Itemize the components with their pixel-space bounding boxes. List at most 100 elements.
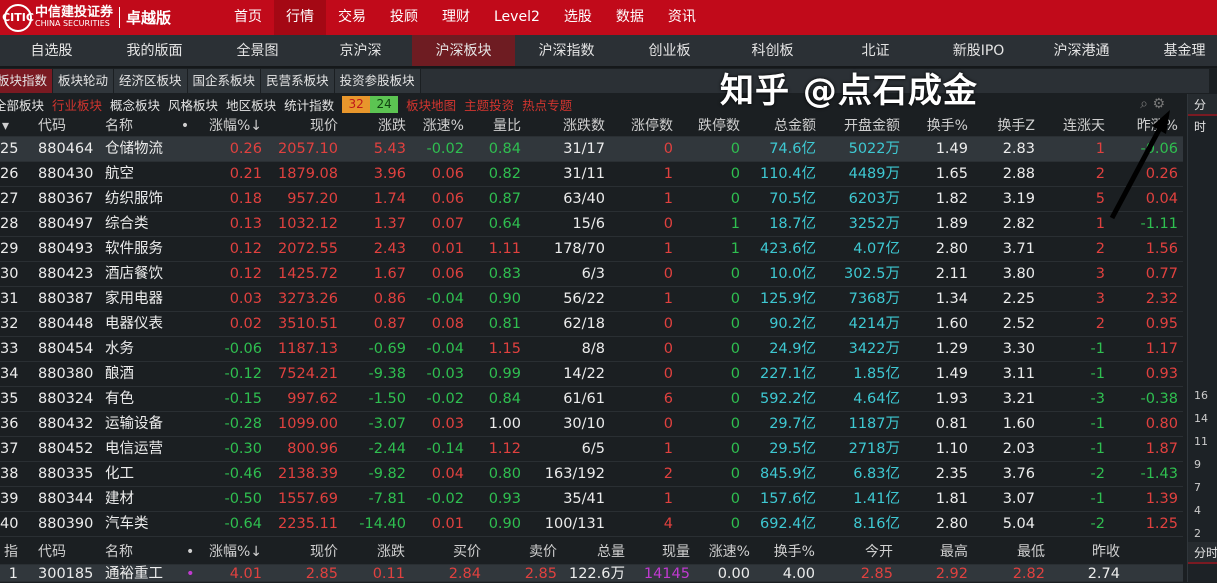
tab-market[interactable]: 我的版面 <box>126 43 183 59</box>
table-row[interactable]: 34 880380 酿酒 -0.12 7524.21 -9.38 -0.03 0.99 14/2… <box>0 362 1183 387</box>
table-row[interactable]: 35 880324 有色 -0.15 997.62 -1.50 -0.02 0.84 61/61… <box>0 387 1183 412</box>
topnav-item[interactable]: 资讯 <box>667 9 696 25</box>
tab-market[interactable]: 创业板 <box>648 43 691 59</box>
column-header[interactable]: 现量 <box>662 544 690 560</box>
table-row[interactable]: 39 880344 建材 -0.50 1557.69 -7.81 -0.02 0.93 35/4… <box>0 487 1183 512</box>
gear-icon[interactable]: ⚙ <box>1152 96 1165 112</box>
cell: 997.62 <box>287 391 338 407</box>
filter-item[interactable]: 风格板块 <box>168 98 219 113</box>
column-header[interactable]: 涨跌 <box>378 118 406 134</box>
cell: 74.6亿 <box>769 141 816 157</box>
column-header[interactable]: 现价 <box>310 118 338 134</box>
column-header[interactable]: 代码 <box>38 118 66 134</box>
column-header-sorted[interactable]: 涨幅%↓ <box>208 544 262 560</box>
search-icon[interactable]: ⌕ <box>1140 96 1148 112</box>
table-row[interactable]: 27 880367 纺织服饰 0.18 957.20 1.74 0.06 0.87 63/40 1… <box>0 187 1183 212</box>
table-row[interactable]: 25 880464 仓储物流 0.26 2057.10 5.43 -0.02 0.84 31/1… <box>0 137 1183 162</box>
cell: 1557.69 <box>278 491 338 507</box>
axis-label: 4 <box>1194 504 1201 517</box>
column-header[interactable]: 涨停数 <box>631 118 673 134</box>
sector-link[interactable]: 主题投资 <box>464 98 515 113</box>
tab-sector-type[interactable]: 民营系板块 <box>261 69 335 93</box>
tab-market[interactable]: 沪深板块 <box>412 35 515 66</box>
filter-item[interactable]: 全部板块 <box>0 98 45 113</box>
table-row[interactable]: 37 880452 电信运营 -0.30 800.96 -2.44 -0.14 1.12 6/5… <box>0 437 1183 462</box>
column-header[interactable]: 今开 <box>865 544 893 560</box>
tab-market[interactable]: 沪深港通 <box>1053 43 1110 59</box>
sort-toggle-icon[interactable]: ▾ <box>2 118 10 134</box>
column-header[interactable]: 换手Z <box>997 118 1035 134</box>
table-row[interactable]: 28 880497 综合类 0.13 1032.12 1.37 0.07 0.64 15/6 0 1… <box>0 212 1183 237</box>
topnav-item[interactable]: 选股 <box>563 9 592 25</box>
column-header[interactable]: 总金额 <box>774 118 816 134</box>
column-header[interactable]: 换手% <box>773 544 815 560</box>
topnav-item[interactable]: 首页 <box>234 9 262 25</box>
column-header[interactable]: 总量 <box>597 544 625 560</box>
tab-market[interactable]: 自选股 <box>30 43 73 59</box>
column-header[interactable]: 代码 <box>38 544 66 560</box>
table-row[interactable]: 26 880430 航空 0.21 1879.08 3.96 0.06 0.82 31/11 1 0… <box>0 162 1183 187</box>
tab-market[interactable]: 基金理 <box>1163 43 1206 59</box>
filter-item[interactable]: 统计指数 <box>284 98 335 113</box>
table-row[interactable]: 36 880432 运输设备 -0.28 1099.00 -3.07 0.03 1.00 30/… <box>0 412 1183 437</box>
tab-market[interactable]: 新股IPO <box>952 43 1005 59</box>
column-header[interactable]: 涨速% <box>422 118 464 134</box>
table-row[interactable]: 31 880387 家用电器 0.03 3273.26 0.86 -0.04 0.90 56/2… <box>0 287 1183 312</box>
column-header[interactable]: • <box>186 544 195 560</box>
column-header[interactable]: 卖价 <box>529 544 557 560</box>
topnav-item[interactable]: 数据 <box>615 9 644 25</box>
table-row[interactable]: 30 880423 酒店餐饮 0.12 1425.72 1.67 0.06 0.83 6/3 0 0… <box>0 262 1183 287</box>
cell: 酒店餐饮 <box>105 266 163 282</box>
tab-market[interactable]: 科创板 <box>751 43 794 59</box>
table-row[interactable]: 1 300185 通裕重工 • 4.01 2.85 0.11 2.84 2.85 122.6万 14… <box>0 565 1183 582</box>
cell: 2.03 <box>1002 441 1035 457</box>
column-header[interactable]: 昨涨% <box>1136 118 1178 134</box>
topnav-item[interactable]: 投顾 <box>390 9 418 25</box>
topnav-item[interactable]: 理财 <box>442 9 470 25</box>
tab-intraday-2[interactable]: 分时 <box>1188 542 1217 564</box>
topnav-item[interactable]: 行情 <box>274 0 326 35</box>
topnav-item[interactable]: 交易 <box>338 9 366 25</box>
column-header[interactable]: 名称 <box>105 118 133 134</box>
column-header[interactable]: 涨跌 <box>377 544 405 560</box>
tab-market[interactable]: 全景图 <box>236 43 279 59</box>
table-row[interactable]: 29 880493 软件服务 0.12 2072.55 2.43 0.01 1.11 178/7… <box>0 237 1183 262</box>
column-header[interactable]: 现价 <box>310 544 338 560</box>
tab-market[interactable]: 京沪深 <box>339 43 382 59</box>
tab-market[interactable]: 沪深指数 <box>538 43 595 59</box>
table-row[interactable]: 33 880454 水务 -0.06 1187.13 -0.69 -0.04 1.15 8/8 0… <box>0 337 1183 362</box>
table-row[interactable]: 40 880390 汽车类 -0.64 2235.11 -14.40 0.01 0.90 100… <box>0 512 1183 537</box>
column-header[interactable]: 名称 <box>105 544 133 560</box>
table-row[interactable]: 32 880448 电器仪表 0.02 3510.51 0.87 0.08 0.81 62/18… <box>0 312 1183 337</box>
column-header[interactable]: 开盘金额 <box>844 118 900 134</box>
column-header[interactable]: 连涨天 <box>1063 118 1105 134</box>
filter-item[interactable]: 行业板块 <box>52 98 103 113</box>
column-header[interactable]: • <box>180 118 190 134</box>
filter-item[interactable]: 概念板块 <box>110 98 161 113</box>
column-header[interactable]: 指 <box>4 544 18 560</box>
sector-link[interactable]: 板块地图 <box>406 98 457 113</box>
tab-sector-type[interactable]: 板块指数 <box>0 69 54 93</box>
sector-link[interactable]: 热点专题 <box>522 98 573 113</box>
filter-item[interactable]: 地区板块 <box>226 98 277 113</box>
column-header[interactable]: 涨跌数 <box>563 118 605 134</box>
cell: 880335 <box>38 466 94 482</box>
column-header[interactable]: 买价 <box>453 544 481 560</box>
tab-sector-type[interactable]: 板块轮动 <box>53 69 115 93</box>
column-header[interactable]: 昨收 <box>1092 544 1120 560</box>
tab-intraday[interactable]: 分时 <box>1188 94 1217 134</box>
column-header-sorted[interactable]: 涨幅%↓ <box>208 118 262 134</box>
tab-market[interactable]: 北证 <box>861 43 890 59</box>
column-header[interactable]: 换手% <box>926 118 968 134</box>
column-header[interactable]: 最低 <box>1017 544 1045 560</box>
topnav-item[interactable]: Level2 <box>494 9 540 25</box>
table-row[interactable]: 38 880335 化工 -0.46 2138.39 -9.82 0.04 0.80 163/1… <box>0 462 1183 487</box>
cell: 880432 <box>38 416 94 432</box>
column-header[interactable]: 跌停数 <box>698 118 740 134</box>
tab-sector-type[interactable]: 经济区板块 <box>114 69 188 93</box>
column-header[interactable]: 量比 <box>493 118 521 134</box>
column-header[interactable]: 涨速% <box>708 544 750 560</box>
tab-sector-type[interactable]: 国企系板块 <box>187 69 262 93</box>
column-header[interactable]: 最高 <box>940 544 968 560</box>
tab-sector-type[interactable]: 投资参股板块 <box>334 69 421 93</box>
